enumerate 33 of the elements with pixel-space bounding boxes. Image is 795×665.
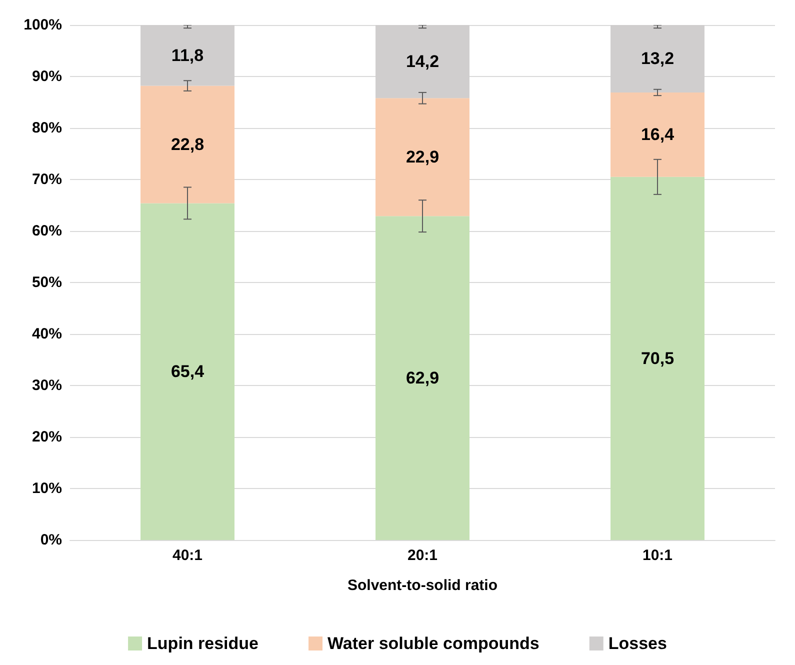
y-tick-label: 0% — [40, 532, 62, 548]
bar — [610, 92, 704, 177]
bar — [610, 176, 704, 540]
x-axis-title: Solvent-to-solid ratio — [348, 577, 498, 594]
y-tick-label: 20% — [32, 428, 62, 446]
data-label: 22,9 — [406, 148, 440, 167]
y-tick-label: 40% — [32, 326, 62, 342]
legend-label: Water soluble compounds — [327, 634, 540, 653]
data-label: 70,5 — [640, 348, 674, 368]
y-tick-label: 50% — [32, 274, 62, 291]
bar — [376, 216, 470, 540]
data-label: 16,4 — [640, 125, 675, 144]
data-label: 14,2 — [406, 52, 440, 72]
data-label: 62,9 — [406, 368, 440, 388]
bar — [376, 98, 470, 216]
y-tick-label: 60% — [32, 222, 62, 240]
legend-label: Lupin residue — [147, 634, 259, 653]
y-tick-label: 90% — [32, 68, 62, 85]
x-tick-label: 40:1 — [172, 547, 203, 564]
data-label: 13,2 — [640, 49, 674, 68]
y-tick-label: 100% — [24, 16, 62, 34]
data-label: 65,4 — [170, 362, 205, 382]
data-label: 11,8 — [171, 46, 204, 65]
y-tick-label: 10% — [32, 480, 62, 497]
x-tick-label: 20:1 — [407, 547, 438, 564]
legend-label: Losses — [608, 634, 667, 653]
x-tick-label: 10:1 — [642, 547, 673, 564]
bar — [140, 203, 234, 540]
data-label: 22,8 — [170, 134, 204, 154]
y-tick-label: 30% — [32, 377, 62, 394]
y-tick-label: 80% — [32, 120, 62, 136]
bar — [140, 86, 234, 204]
y-tick-label: 70% — [32, 171, 62, 188]
